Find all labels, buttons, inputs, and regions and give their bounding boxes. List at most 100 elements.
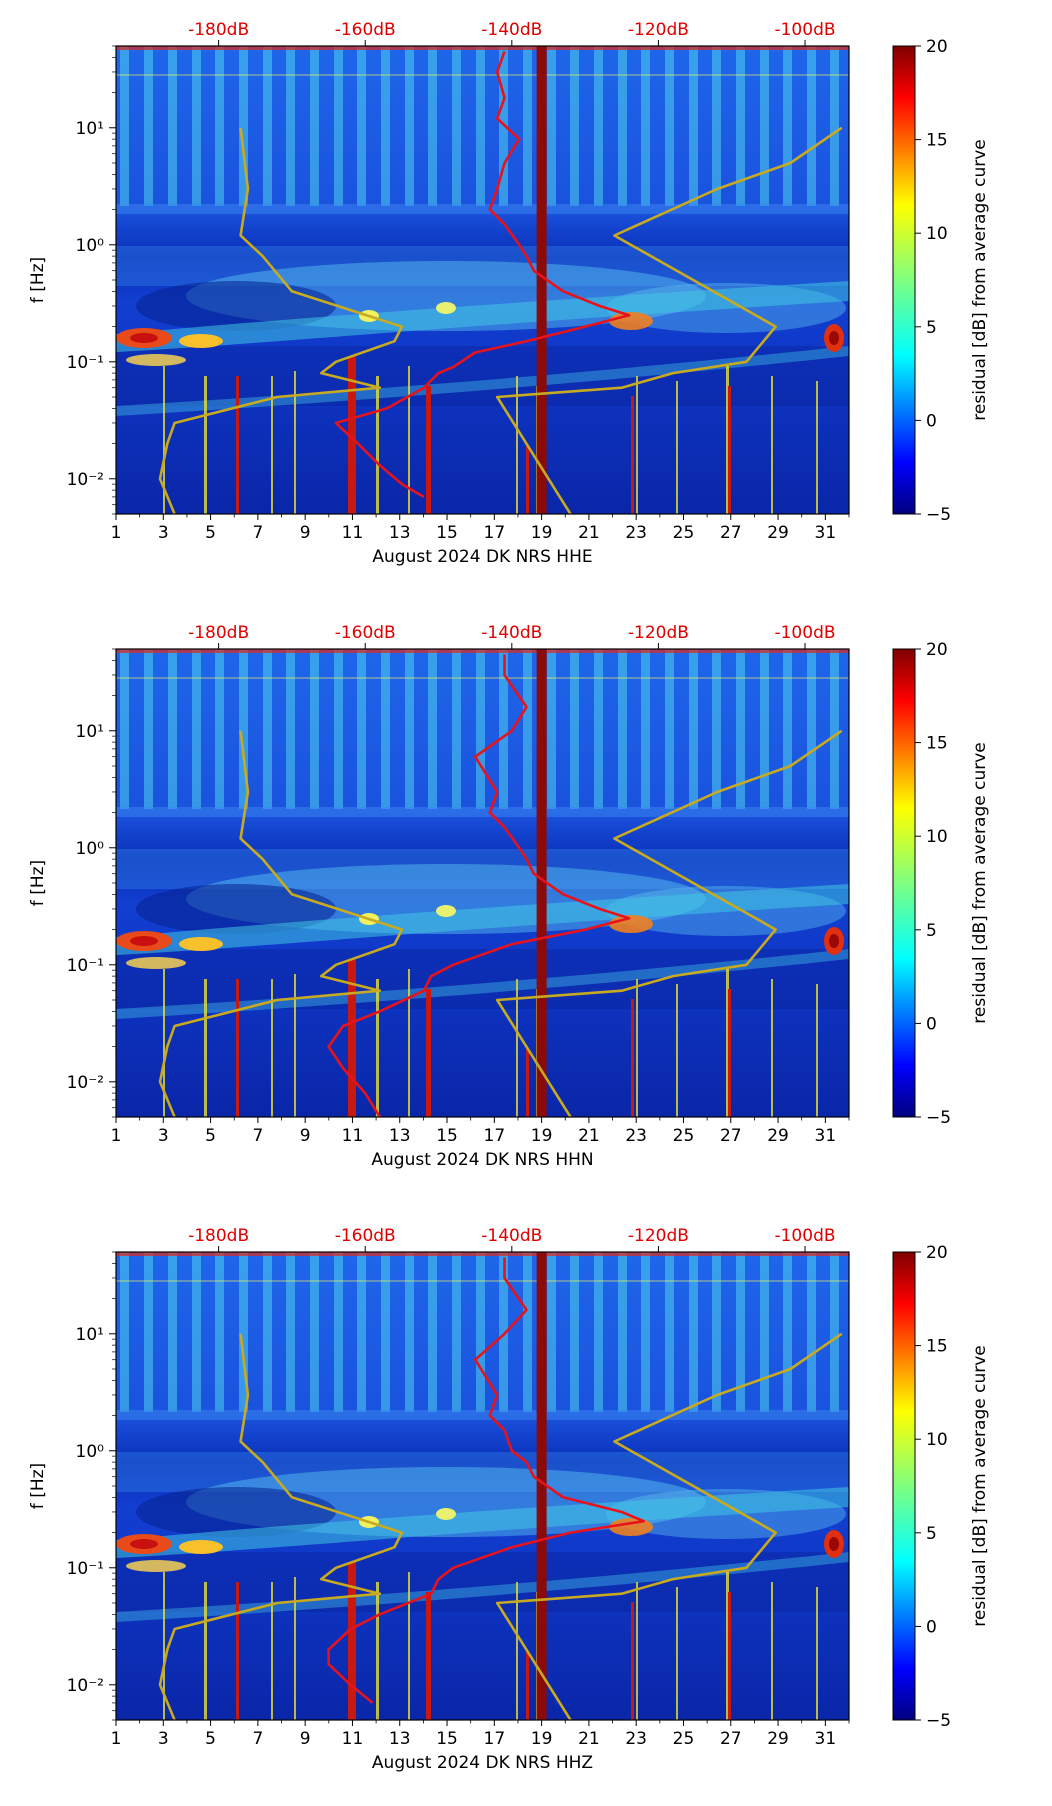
y-tick-label: 10⁻¹ xyxy=(67,956,104,976)
median-psd-line xyxy=(327,1257,646,1704)
overlay-group xyxy=(158,1252,843,1720)
x-tick-label: 9 xyxy=(300,523,311,543)
y-axis-label: f [Hz] xyxy=(28,257,48,303)
heatmap xyxy=(116,1252,849,1720)
x-tick-label: 21 xyxy=(578,523,600,543)
x-tick-label: 29 xyxy=(767,1126,789,1146)
colorbar xyxy=(892,648,916,1118)
top-tick-label: -140dB xyxy=(481,20,542,40)
y-tick-label: 10⁻¹ xyxy=(67,1559,104,1579)
colorbar-tick-label: 20 xyxy=(926,640,948,660)
x-tick-label: 27 xyxy=(720,1126,742,1146)
colorbar-tick-label: 5 xyxy=(926,1524,937,1544)
y-tick-label: 10¹ xyxy=(76,722,104,742)
colorbar-tick-label: 0 xyxy=(926,1617,937,1637)
x-tick-label: 5 xyxy=(205,523,216,543)
y-tick-label: 10⁰ xyxy=(76,839,105,859)
top-tick-label: -160dB xyxy=(335,20,396,40)
high-noise-model-line xyxy=(495,1332,843,1720)
x-axis-label: August 2024 DK NRS HHE xyxy=(372,547,592,567)
x-tick-label: 17 xyxy=(484,1126,506,1146)
median-psd-line xyxy=(334,50,631,499)
high-noise-model-line xyxy=(495,729,843,1117)
colorbar-tick-label: 0 xyxy=(926,411,937,431)
colorbar xyxy=(892,45,916,515)
top-tick-label: -100dB xyxy=(774,20,835,40)
colorbar-tick-label: −5 xyxy=(926,505,951,525)
x-tick-label: 31 xyxy=(815,523,837,543)
x-tick-label: 27 xyxy=(720,523,742,543)
top-tick-label: -140dB xyxy=(481,623,542,643)
x-tick-label: 13 xyxy=(389,1126,411,1146)
y-axis-label: f [Hz] xyxy=(28,860,48,906)
heatmap xyxy=(116,649,849,1117)
x-tick-label: 31 xyxy=(815,1729,837,1749)
colorbar-label: residual [dB] from average curve xyxy=(970,139,990,420)
x-tick-label: 23 xyxy=(625,1126,647,1146)
x-tick-label: 1 xyxy=(111,1729,122,1749)
x-tick-label: 9 xyxy=(300,1126,311,1146)
x-tick-label: 13 xyxy=(389,523,411,543)
x-tick-label: 31 xyxy=(815,1126,837,1146)
x-tick-label: 15 xyxy=(436,1729,458,1749)
x-tick-label: 19 xyxy=(531,523,553,543)
x-tick-label: 15 xyxy=(436,523,458,543)
colorbar-label: residual [dB] from average curve xyxy=(970,742,990,1023)
colorbar-label: residual [dB] from average curve xyxy=(970,1345,990,1626)
x-tick-label: 11 xyxy=(342,1729,364,1749)
colorbar xyxy=(892,1251,916,1721)
x-tick-label: 5 xyxy=(205,1126,216,1146)
x-tick-label: 1 xyxy=(111,523,122,543)
x-tick-label: 3 xyxy=(158,1126,169,1146)
colorbar-tick-label: 10 xyxy=(926,1430,948,1450)
x-tick-label: 3 xyxy=(158,523,169,543)
heatmap xyxy=(116,46,849,514)
x-tick-label: 13 xyxy=(389,1729,411,1749)
colorbar-tick-label: 5 xyxy=(926,921,937,941)
top-tick-label: -180dB xyxy=(188,1226,249,1246)
x-tick-label: 25 xyxy=(673,523,695,543)
x-axis-label: August 2024 DK NRS HHZ xyxy=(372,1753,593,1773)
x-tick-label: 21 xyxy=(578,1126,600,1146)
colorbar-tick-label: 5 xyxy=(926,318,937,338)
x-tick-label: 21 xyxy=(578,1729,600,1749)
x-tick-label: 7 xyxy=(252,523,263,543)
colorbar-tick-label: 15 xyxy=(926,1337,948,1357)
colorbar-tick-label: 10 xyxy=(926,224,948,244)
y-tick-label: 10⁻² xyxy=(67,1676,104,1696)
day-marker-line xyxy=(536,46,547,514)
top-tick-label: -100dB xyxy=(774,1226,835,1246)
x-tick-label: 1 xyxy=(111,1126,122,1146)
low-noise-model-line xyxy=(158,730,404,1117)
y-tick-label: 10⁻² xyxy=(67,1073,104,1093)
x-tick-label: 29 xyxy=(767,1729,789,1749)
x-tick-label: 9 xyxy=(300,1729,311,1749)
day-marker-line xyxy=(536,1252,547,1720)
y-tick-label: 10⁻¹ xyxy=(67,353,104,373)
x-tick-label: 19 xyxy=(531,1729,553,1749)
x-tick-label: 11 xyxy=(342,523,364,543)
y-tick-label: 10⁰ xyxy=(76,236,105,256)
x-tick-label: 25 xyxy=(673,1126,695,1146)
colorbar-tick-label: −5 xyxy=(926,1108,951,1128)
overlay-group xyxy=(158,649,843,1117)
y-tick-label: 10¹ xyxy=(76,1325,104,1345)
x-tick-label: 5 xyxy=(205,1729,216,1749)
top-tick-label: -120dB xyxy=(628,20,689,40)
colorbar-tick-label: 15 xyxy=(926,131,948,151)
high-noise-model-line xyxy=(495,126,843,514)
top-tick-label: -180dB xyxy=(188,20,249,40)
x-tick-label: 29 xyxy=(767,523,789,543)
colorbar-tick-label: 0 xyxy=(926,1014,937,1034)
colorbar-tick-label: 20 xyxy=(926,37,948,57)
top-tick-label: -100dB xyxy=(774,623,835,643)
overlay-group xyxy=(158,46,843,514)
x-tick-label: 19 xyxy=(531,1126,553,1146)
colorbar-tick-label: 15 xyxy=(926,734,948,754)
x-tick-label: 23 xyxy=(625,523,647,543)
x-tick-label: 15 xyxy=(436,1126,458,1146)
x-tick-label: 7 xyxy=(252,1729,263,1749)
colorbar-tick-label: 20 xyxy=(926,1243,948,1263)
